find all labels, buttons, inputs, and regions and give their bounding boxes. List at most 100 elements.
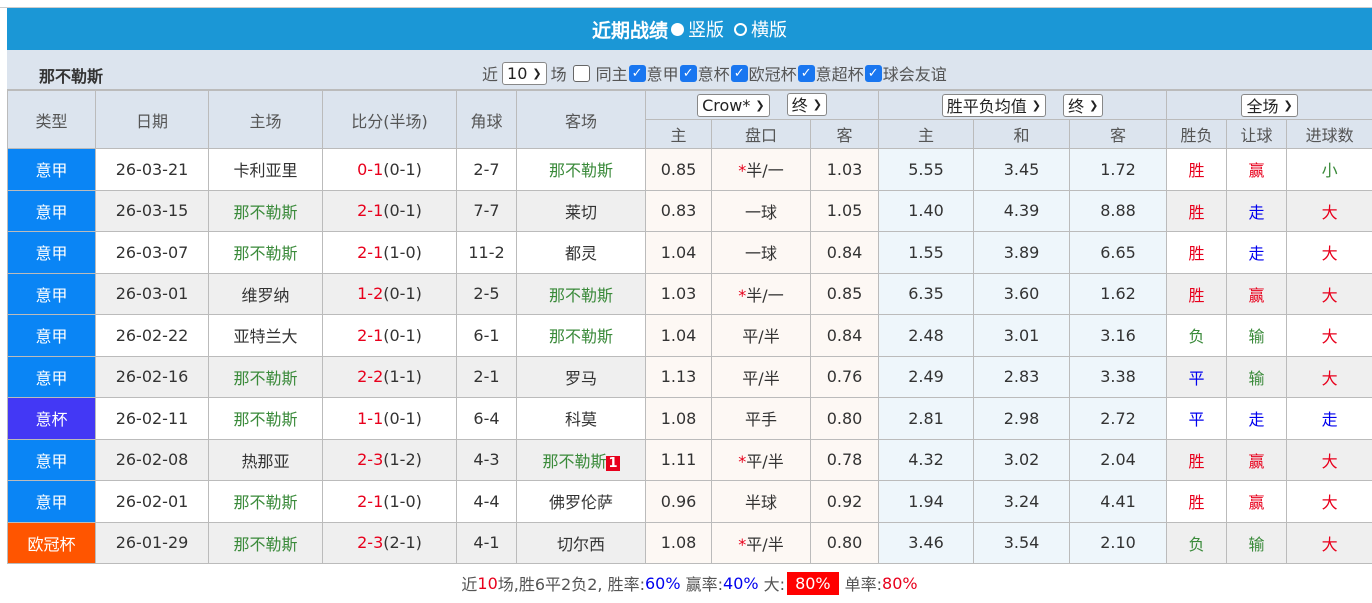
eu-home-odds: 1.94 bbox=[878, 480, 975, 523]
away-team: 科莫 bbox=[564, 410, 597, 430]
home-team[interactable]: 那不勒斯 bbox=[208, 231, 323, 274]
home-team[interactable]: 那不勒斯 bbox=[208, 355, 323, 398]
away-team-cell[interactable]: 莱切 bbox=[516, 189, 646, 232]
table-row: 意甲 26-02-01 那不勒斯 2-1(1-0) 4-4 佛罗伦萨 0.96 半球 0.92 1… bbox=[7, 480, 1372, 523]
same-home-checkbox[interactable] bbox=[572, 64, 590, 82]
header-europe-odds: 胜平负均值 ❯ 终 ❯ bbox=[878, 90, 1168, 120]
away-team-cell[interactable]: 罗马 bbox=[516, 355, 646, 398]
competition-type[interactable]: 意甲 bbox=[7, 231, 96, 274]
match-count-select[interactable]: 10 ❯ bbox=[502, 61, 547, 85]
half-time-score: (0-1) bbox=[383, 201, 422, 221]
competition-type[interactable]: 意甲 bbox=[7, 148, 96, 191]
corners: 2-1 bbox=[456, 355, 517, 398]
checkbox-supercoppa[interactable]: ✓ bbox=[797, 64, 815, 82]
corners: 11-2 bbox=[456, 231, 517, 274]
home-team[interactable]: 那不勒斯 bbox=[208, 480, 323, 523]
company-select[interactable]: Crow* ❯ bbox=[697, 94, 770, 118]
score[interactable]: 2-3(1-2) bbox=[322, 438, 457, 481]
half-time-score: (0-1) bbox=[383, 284, 422, 304]
home-team[interactable]: 维罗纳 bbox=[208, 272, 323, 315]
match-date: 26-03-07 bbox=[95, 231, 209, 274]
eu-away-odds: 2.04 bbox=[1069, 438, 1168, 481]
handicap-line-value: 半球 bbox=[744, 493, 777, 513]
eu-away-odds: 4.41 bbox=[1069, 480, 1168, 523]
away-team-cell[interactable]: 佛罗伦萨 bbox=[516, 480, 646, 523]
avg-select[interactable]: 胜平负均值 ❯ bbox=[941, 93, 1046, 117]
score[interactable]: 1-2(0-1) bbox=[322, 272, 457, 315]
corners: 6-4 bbox=[456, 397, 517, 440]
score[interactable]: 2-1(1-0) bbox=[322, 480, 457, 523]
handicap-away-odds: 1.03 bbox=[809, 148, 880, 191]
competition-type[interactable]: 意甲 bbox=[7, 438, 96, 481]
match-date: 26-01-29 bbox=[95, 521, 209, 564]
radio-horizontal[interactable] bbox=[734, 22, 747, 36]
goals-result: 小 bbox=[1286, 148, 1372, 191]
radio-vertical[interactable] bbox=[671, 22, 684, 36]
full-time-score: 0-1 bbox=[357, 159, 384, 179]
radio-horizontal-label[interactable]: 横版 bbox=[751, 20, 787, 41]
goals-result: 大 bbox=[1286, 355, 1372, 398]
summary-over-label: 大: bbox=[758, 575, 786, 594]
home-team[interactable]: 那不勒斯 bbox=[208, 397, 323, 440]
eu-home-odds: 2.49 bbox=[878, 355, 975, 398]
competition-type[interactable]: 意甲 bbox=[7, 480, 96, 523]
score[interactable]: 1-1(0-1) bbox=[322, 397, 457, 440]
score[interactable]: 2-2(1-1) bbox=[322, 355, 457, 398]
competition-type[interactable]: 欧冠杯 bbox=[7, 521, 96, 564]
home-team[interactable]: 亚特兰大 bbox=[208, 314, 323, 357]
eu-draw-odds: 2.98 bbox=[973, 397, 1071, 440]
checkbox-ucl[interactable]: ✓ bbox=[730, 64, 748, 82]
away-team-cell[interactable]: 都灵 bbox=[516, 231, 646, 274]
competition-type[interactable]: 意甲 bbox=[7, 189, 96, 232]
competition-type[interactable]: 意甲 bbox=[7, 355, 96, 398]
eu-draw-odds: 3.60 bbox=[973, 272, 1071, 315]
away-team-cell[interactable]: 切尔西 bbox=[516, 521, 646, 564]
home-team[interactable]: 卡利亚里 bbox=[208, 148, 323, 191]
eu-away-odds: 1.72 bbox=[1069, 148, 1168, 191]
score[interactable]: 2-1(1-0) bbox=[322, 231, 457, 274]
checkbox-serie-a[interactable]: ✓ bbox=[628, 64, 646, 82]
avg-time-select[interactable]: 终 ❯ bbox=[1063, 93, 1104, 117]
away-team-cell[interactable]: 那不勒斯 bbox=[516, 148, 646, 191]
handicap-line-value: 平/半 bbox=[742, 368, 780, 388]
recent-prefix: 近 bbox=[482, 65, 499, 84]
header-corner: 角球 bbox=[456, 90, 517, 149]
eu-away-odds: 3.38 bbox=[1069, 355, 1168, 398]
label-friendly: 球会友谊 bbox=[882, 65, 947, 84]
checkbox-friendly[interactable]: ✓ bbox=[864, 64, 882, 82]
odds-time-select[interactable]: 终 ❯ bbox=[786, 92, 827, 116]
home-team[interactable]: 那不勒斯 bbox=[208, 189, 323, 232]
goals-result: 大 bbox=[1286, 521, 1372, 564]
away-team-cell[interactable]: 那不勒斯 bbox=[516, 272, 646, 315]
competition-type[interactable]: 意杯 bbox=[7, 397, 96, 440]
away-team-cell[interactable]: 那不勒斯 1 bbox=[516, 438, 646, 481]
score[interactable]: 0-1(0-1) bbox=[322, 148, 457, 191]
away-team-cell[interactable]: 那不勒斯 bbox=[516, 314, 646, 357]
label-supercoppa: 意超杯 bbox=[815, 65, 864, 84]
away-team: 罗马 bbox=[564, 368, 597, 388]
handicap-away-odds: 0.84 bbox=[809, 231, 880, 274]
full-time-score: 1-1 bbox=[357, 408, 384, 428]
away-team-cell[interactable]: 科莫 bbox=[516, 397, 646, 440]
period-select[interactable]: 全场 ❯ bbox=[1241, 93, 1298, 117]
competition-type[interactable]: 意甲 bbox=[7, 314, 96, 357]
header-sub-home-odds: 主 bbox=[645, 119, 712, 149]
away-team: 那不勒斯 bbox=[548, 285, 613, 305]
star-marker: * bbox=[738, 534, 747, 554]
corners: 4-3 bbox=[456, 438, 517, 481]
handicap-line: *平/半 bbox=[711, 438, 811, 481]
match-date: 26-02-16 bbox=[95, 355, 209, 398]
home-team[interactable]: 那不勒斯 bbox=[208, 521, 323, 564]
label-serie-a: 意甲 bbox=[646, 65, 679, 84]
score[interactable]: 2-1(0-1) bbox=[322, 314, 457, 357]
home-team[interactable]: 热那亚 bbox=[208, 438, 323, 481]
radio-vertical-label[interactable]: 竖版 bbox=[688, 20, 724, 41]
handicap-home-odds: 1.03 bbox=[645, 272, 712, 315]
handicap-result: 走 bbox=[1226, 397, 1288, 440]
competition-type[interactable]: 意甲 bbox=[7, 272, 96, 315]
match-result: 负 bbox=[1166, 521, 1228, 564]
handicap-result: 赢 bbox=[1226, 438, 1288, 481]
checkbox-coppa-italia[interactable]: ✓ bbox=[679, 64, 697, 82]
score[interactable]: 2-1(0-1) bbox=[322, 189, 457, 232]
score[interactable]: 2-3(2-1) bbox=[322, 521, 457, 564]
